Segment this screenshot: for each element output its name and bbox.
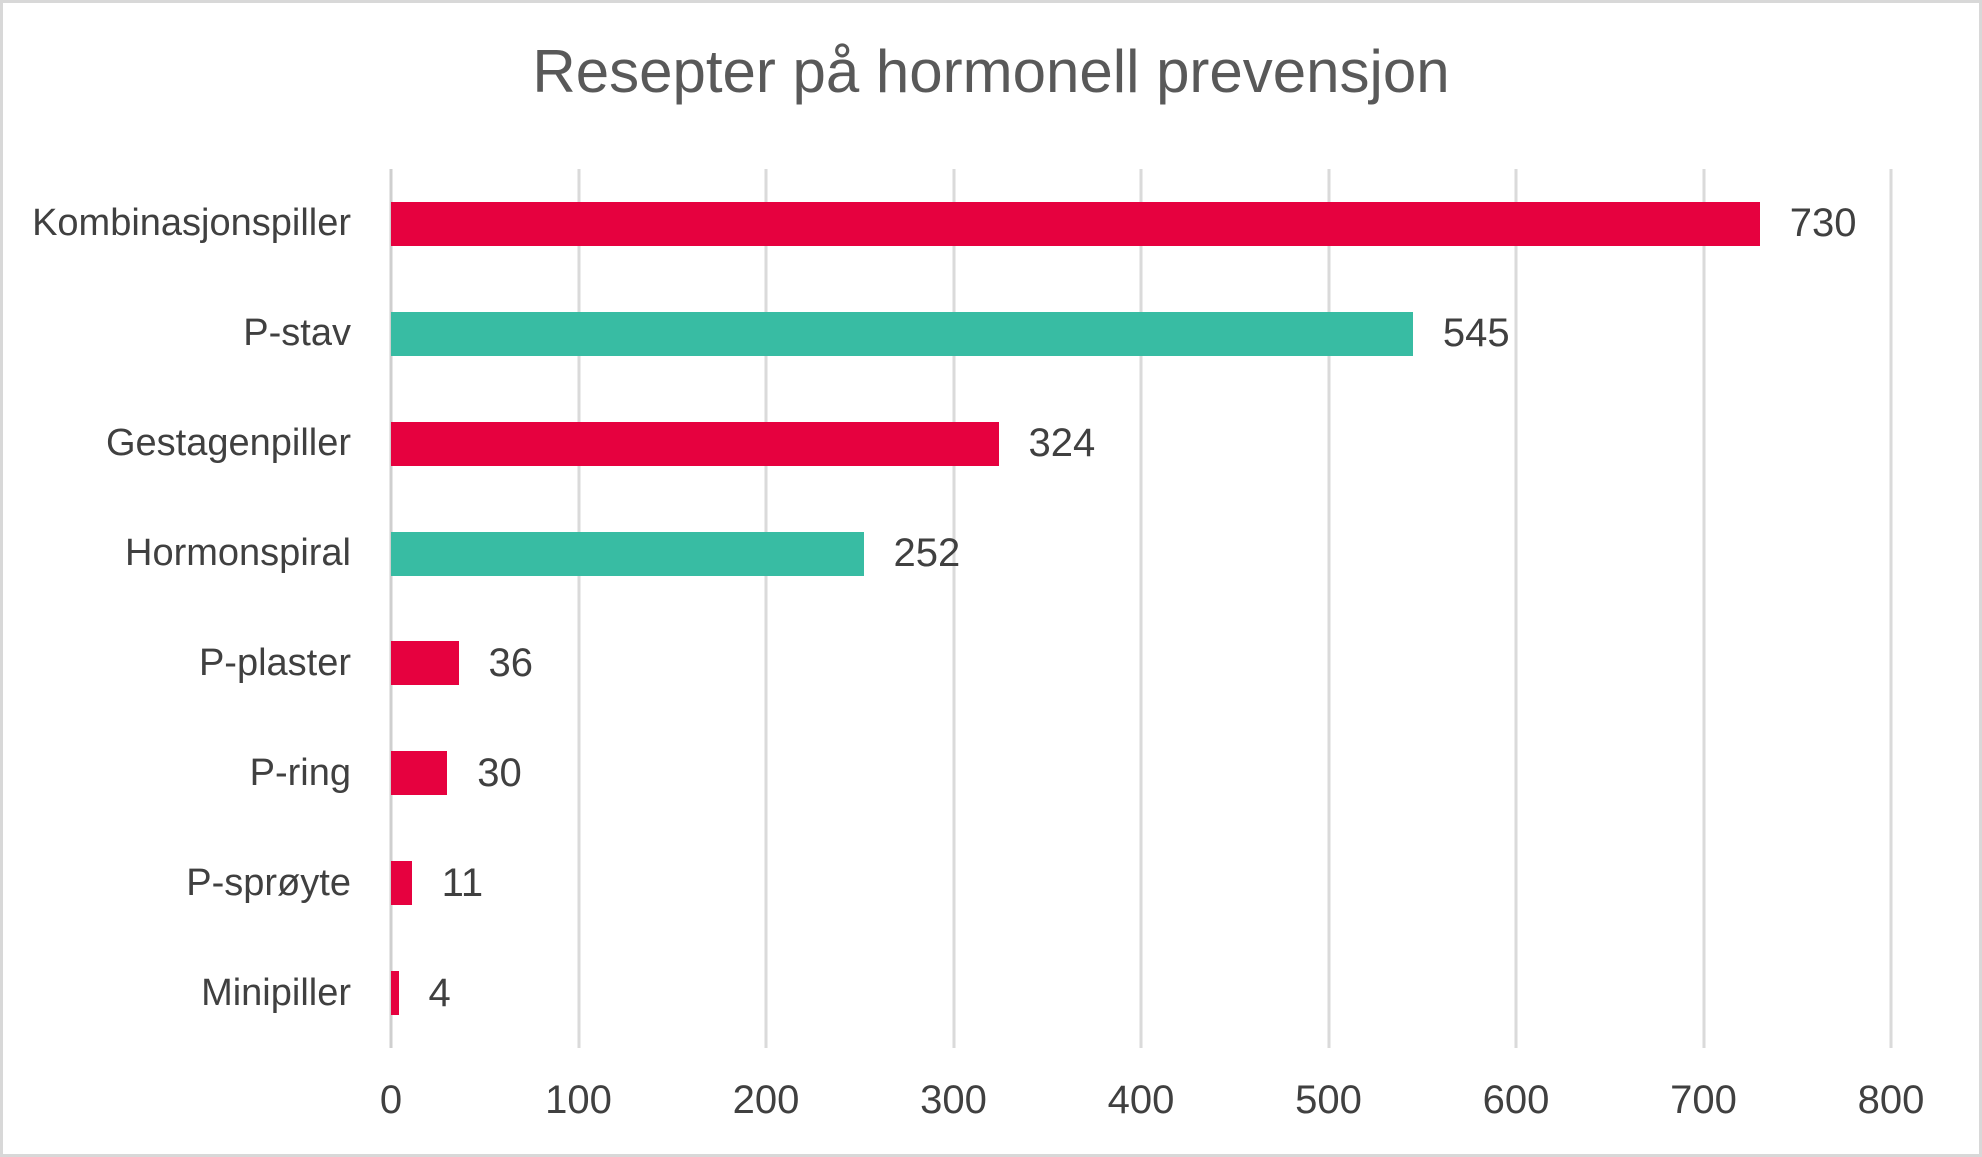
bar (391, 861, 412, 906)
chart-title: Resepter på hormonell prevensjon (532, 38, 1450, 105)
bar (391, 201, 1760, 246)
x-tick-label: 200 (732, 1078, 800, 1122)
bar-rows: Kombinasjonspiller 730 P-stav 545 Gestagenpi… (32, 169, 1891, 1048)
bar-row: P-stav 545 (243, 279, 1891, 389)
y-axis-line (389, 169, 393, 1048)
category-label: Gestagenpiller (105, 422, 351, 465)
value-label: 30 (477, 750, 522, 795)
gridline-layer (389, 169, 1893, 1048)
x-axis: 0 100 200 300 400 500 600 700 800 (380, 1078, 1925, 1130)
x-tick-label: 600 (1482, 1078, 1550, 1122)
value-label: 252 (893, 531, 961, 576)
bar (391, 641, 459, 686)
bar-row: Hormonspiral 252 (125, 499, 1891, 609)
bar (391, 311, 1413, 356)
bar (391, 421, 999, 466)
gridline (952, 169, 955, 1048)
value-label: 11 (441, 860, 484, 905)
gridline (577, 169, 580, 1048)
bar (391, 531, 864, 576)
x-tick-label: 700 (1670, 1078, 1737, 1122)
category-label: P-ring (249, 751, 351, 794)
gridline (1889, 169, 1893, 1048)
bar-row: Kombinasjonspiller 730 (32, 169, 1891, 279)
x-tick-label: 500 (1295, 1078, 1362, 1122)
category-label: P-sprøyte (186, 861, 351, 904)
category-label: Hormonspiral (125, 532, 351, 575)
x-tick-label: 300 (920, 1078, 987, 1122)
gridline (1139, 169, 1143, 1048)
value-label: 36 (488, 640, 534, 685)
bar-row: P-ring 30 (250, 718, 1891, 828)
category-label: Minipiller (201, 971, 351, 1014)
plot-area: Kombinasjonspiller 730 P-stav 545 Gestagenpi… (32, 169, 1893, 1048)
value-label: 545 (1442, 311, 1510, 356)
x-tick-label: 400 (1107, 1078, 1175, 1122)
bar-row: P-plaster 36 (199, 609, 1891, 719)
category-label: P-stav (243, 312, 351, 355)
x-tick-label: 800 (1857, 1078, 1925, 1122)
gridline (1514, 169, 1518, 1048)
category-label: Kombinasjonspiller (32, 202, 351, 245)
bar-row: P-sprøyte 11 (186, 828, 1891, 938)
bar-row: Minipiller 4 (201, 938, 1891, 1048)
bar-row: Gestagenpiller 324 (106, 389, 1891, 499)
gridline (1327, 169, 1330, 1048)
bar (391, 971, 399, 1016)
value-label: 4 (428, 970, 451, 1015)
x-tick-label: 0 (379, 1078, 403, 1122)
category-label: P-plaster (198, 641, 351, 684)
x-tick-label: 100 (545, 1078, 612, 1122)
value-label: 324 (1028, 421, 1096, 466)
bar (391, 751, 448, 796)
gridline (1702, 169, 1705, 1048)
value-label: 730 (1789, 201, 1857, 246)
gridline (764, 169, 768, 1048)
